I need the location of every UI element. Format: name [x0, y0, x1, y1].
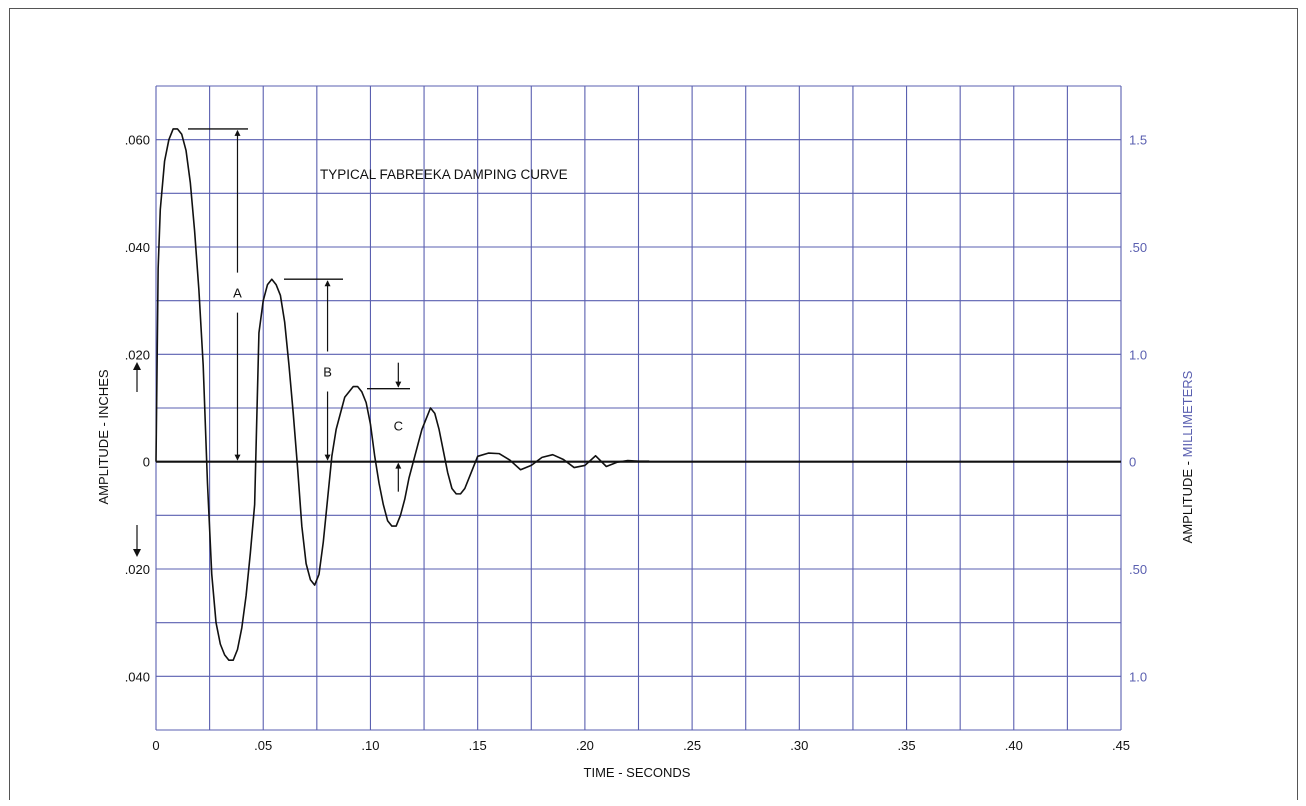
left-tick-label: .060 — [125, 133, 150, 148]
annotation-label: B — [323, 365, 332, 380]
grid — [155, 85, 1122, 731]
x-tick-label: .05 — [254, 738, 272, 753]
right-tick-label: 1.0 — [1129, 347, 1147, 362]
x-tick-label: .45 — [1112, 738, 1130, 753]
curve-group — [155, 128, 650, 662]
annotation-label: C — [394, 419, 403, 434]
x-tick-label: .20 — [576, 738, 594, 753]
annotation-arrowhead — [324, 454, 331, 461]
x-tick-label: .40 — [1005, 738, 1023, 753]
left-tick-label: 0 — [143, 455, 150, 470]
left-axis-direction-arrows — [133, 362, 141, 557]
right-tick-label: 1.0 — [1129, 669, 1147, 684]
left-tick-label: .040 — [125, 669, 150, 684]
right-tick-label: 0 — [1129, 455, 1136, 470]
annotation-label: A — [233, 286, 242, 301]
annotation-arrowhead — [324, 280, 331, 287]
left-tick-label: .040 — [125, 240, 150, 255]
left-tick-label: .020 — [125, 562, 150, 577]
x-tick-label: .30 — [790, 738, 808, 753]
right-tick-label: 1.5 — [1129, 133, 1147, 148]
annotation-arrowhead — [395, 381, 402, 388]
left-tick-label: .020 — [125, 347, 150, 362]
figure-frame — [9, 8, 1298, 800]
annotation-arrowhead — [395, 462, 402, 469]
x-tick-label: .35 — [898, 738, 916, 753]
up-direction-arrowhead — [133, 362, 141, 370]
right-axis-label-prefix: AMPLITUDE - — [1180, 457, 1195, 543]
x-axis-label: TIME - SECONDS — [584, 765, 691, 780]
annotation-arrowhead — [234, 129, 241, 136]
right-axis-label-units: MILLIMETERS — [1180, 370, 1195, 457]
x-tick-label: 0 — [152, 738, 159, 753]
right-tick-label: .50 — [1129, 240, 1147, 255]
down-direction-arrowhead — [133, 549, 141, 557]
ticks: 0 .05 .10 .15 .20 .25 .30 .35 .40 .45 .060 .040 .020… — [125, 133, 1147, 753]
right-axis-label: AMPLITUDE - MILLIMETERS — [1180, 370, 1195, 543]
left-axis-label: AMPLITUDE - INCHES — [96, 369, 111, 504]
chart-title: TYPICAL FABREEKA DAMPING CURVE — [320, 167, 568, 182]
annotation-arrowhead — [234, 454, 241, 461]
x-tick-label: .10 — [361, 738, 379, 753]
x-tick-label: .15 — [469, 738, 487, 753]
right-tick-label: .50 — [1129, 562, 1147, 577]
annotations: A B C — [188, 128, 410, 492]
damping-curve — [155, 128, 650, 662]
x-tick-label: .25 — [683, 738, 701, 753]
